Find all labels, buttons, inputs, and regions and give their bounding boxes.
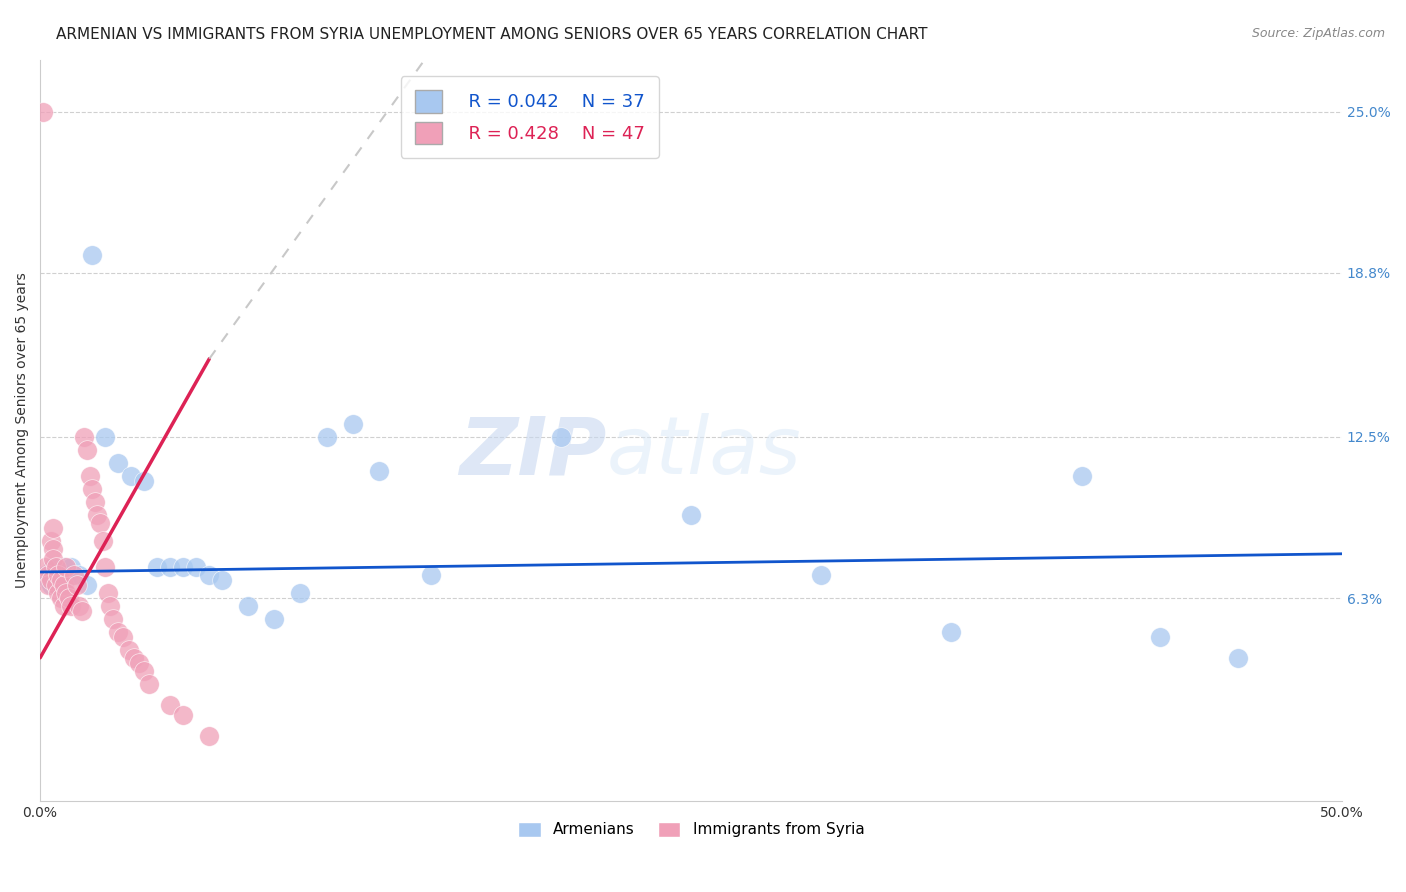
Point — [315, 430, 337, 444]
Point — [290, 586, 312, 600]
Point — [76, 578, 98, 592]
Point — [42, 541, 65, 556]
Point — [367, 464, 389, 478]
Point — [60, 599, 83, 613]
Text: Source: ZipAtlas.com: Source: ZipAtlas.com — [1251, 27, 1385, 40]
Point — [211, 573, 233, 587]
Point — [107, 456, 129, 470]
Point — [172, 708, 194, 723]
Point — [86, 508, 108, 522]
Point — [120, 468, 142, 483]
Point — [58, 591, 80, 605]
Y-axis label: Unemployment Among Seniors over 65 years: Unemployment Among Seniors over 65 years — [15, 272, 30, 588]
Point — [134, 664, 156, 678]
Point — [73, 430, 96, 444]
Point — [94, 559, 117, 574]
Point — [94, 430, 117, 444]
Point — [134, 474, 156, 488]
Text: ZIP: ZIP — [460, 414, 606, 491]
Point — [263, 612, 285, 626]
Point — [128, 656, 150, 670]
Point — [34, 559, 56, 574]
Point — [550, 430, 572, 444]
Point — [37, 573, 59, 587]
Point — [117, 643, 139, 657]
Point — [67, 567, 90, 582]
Point — [49, 567, 72, 582]
Point — [1070, 468, 1092, 483]
Point — [55, 573, 77, 587]
Point — [100, 599, 122, 613]
Point — [941, 624, 963, 639]
Point — [419, 567, 441, 582]
Point — [42, 552, 65, 566]
Point — [82, 248, 104, 262]
Point — [39, 533, 62, 548]
Point — [42, 521, 65, 535]
Point — [101, 612, 124, 626]
Point — [238, 599, 260, 613]
Point — [146, 559, 169, 574]
Point — [1149, 630, 1171, 644]
Point — [63, 567, 86, 582]
Point — [65, 578, 87, 592]
Point — [70, 604, 93, 618]
Point — [159, 698, 181, 712]
Point — [52, 559, 75, 574]
Point — [60, 559, 83, 574]
Point — [83, 495, 105, 509]
Point — [186, 559, 208, 574]
Point — [810, 567, 832, 582]
Point — [198, 567, 221, 582]
Point — [89, 516, 111, 530]
Point — [55, 586, 77, 600]
Point — [159, 559, 181, 574]
Point — [46, 586, 69, 600]
Point — [49, 591, 72, 605]
Point — [49, 573, 72, 587]
Point — [39, 573, 62, 587]
Point — [52, 599, 75, 613]
Point — [342, 417, 364, 431]
Point — [79, 468, 101, 483]
Point — [67, 599, 90, 613]
Point — [37, 578, 59, 592]
Point — [138, 677, 160, 691]
Point — [76, 442, 98, 457]
Legend: Armenians, Immigrants from Syria: Armenians, Immigrants from Syria — [510, 814, 872, 845]
Point — [122, 650, 145, 665]
Text: atlas: atlas — [606, 414, 801, 491]
Point — [46, 578, 69, 592]
Point — [55, 559, 77, 574]
Point — [97, 586, 120, 600]
Point — [45, 578, 67, 592]
Point — [37, 567, 59, 582]
Point — [42, 559, 65, 574]
Point — [82, 482, 104, 496]
Point — [34, 567, 56, 582]
Point — [45, 559, 67, 574]
Point — [46, 567, 69, 582]
Text: ARMENIAN VS IMMIGRANTS FROM SYRIA UNEMPLOYMENT AMONG SENIORS OVER 65 YEARS CORRE: ARMENIAN VS IMMIGRANTS FROM SYRIA UNEMPL… — [56, 27, 928, 42]
Point — [39, 578, 62, 592]
Point — [198, 729, 221, 743]
Point — [45, 573, 67, 587]
Point — [681, 508, 703, 522]
Point — [91, 533, 114, 548]
Point — [112, 630, 135, 644]
Point — [52, 578, 75, 592]
Point — [172, 559, 194, 574]
Point — [1226, 650, 1249, 665]
Point — [31, 104, 53, 119]
Point — [107, 624, 129, 639]
